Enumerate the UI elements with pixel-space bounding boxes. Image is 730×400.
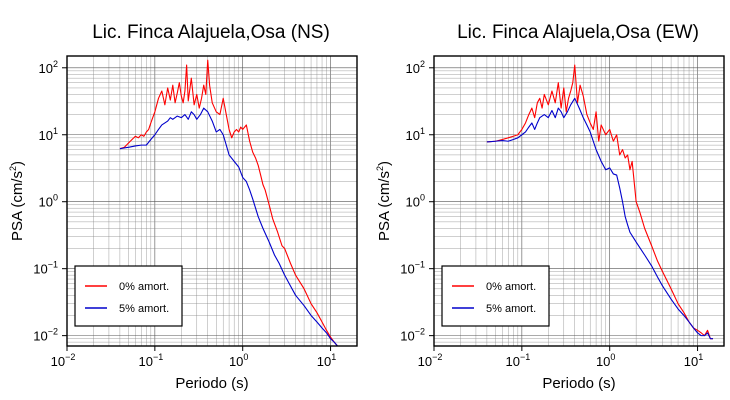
series-line-1 xyxy=(119,107,338,347)
chart-panel-1: 10−2 10−1 100 101 10−2 10−1 100 101 102 Lic. Finc… xyxy=(375,22,725,392)
legend-label-0: 0% amort. xyxy=(119,281,169,293)
y-axis-label: PSA (cm/s2) xyxy=(375,161,393,241)
chart-title: Lic. Finca Alajuela,Osa (NS) xyxy=(92,22,330,43)
legend-label-0: 0% amort. xyxy=(486,281,536,293)
x-tick-label: 10−2 xyxy=(418,352,443,369)
x-tick-label: 101 xyxy=(317,352,336,369)
x-tick-label: 100 xyxy=(596,352,615,369)
series-line-0 xyxy=(119,59,338,347)
y-tick-label: 100 xyxy=(406,193,425,210)
chart-panel-0: 10−2 10−1 100 101 10−2 10−1 100 101 102 Lic. Finc… xyxy=(8,22,358,392)
legend-box xyxy=(74,265,183,327)
y-tick-label: 101 xyxy=(406,126,425,143)
x-tick-label: 10−1 xyxy=(138,352,163,369)
x-tick-label: 100 xyxy=(229,352,248,369)
series-line-0 xyxy=(486,64,714,340)
chart-title: Lic. Finca Alajuela,Osa (EW) xyxy=(457,22,699,43)
legend: 0% amort. 5% amort. xyxy=(441,265,550,327)
plot-frame xyxy=(433,55,725,347)
series-line-1 xyxy=(486,97,714,340)
legend: 0% amort. 5% amort. xyxy=(74,265,183,327)
y-tick-label: 102 xyxy=(406,59,425,76)
legend-label-1: 5% amort. xyxy=(486,303,536,315)
x-tick-label: 10−1 xyxy=(505,352,530,369)
x-tick-label: 101 xyxy=(684,352,703,369)
y-tick-label: 102 xyxy=(39,59,58,76)
y-tick-label: 10−2 xyxy=(33,327,58,344)
x-axis-label: Periodo (s) xyxy=(542,375,615,392)
y-tick-label: 101 xyxy=(39,126,58,143)
y-tick-label: 10−1 xyxy=(400,260,425,277)
x-tick-label: 10−2 xyxy=(51,352,76,369)
grid xyxy=(66,56,358,347)
legend-box xyxy=(441,265,550,327)
y-tick-label: 100 xyxy=(39,193,58,210)
y-axis-label: PSA (cm/s2) xyxy=(8,161,26,241)
plot-frame xyxy=(66,55,358,347)
legend-label-1: 5% amort. xyxy=(119,303,169,315)
y-tick-label: 10−1 xyxy=(33,260,58,277)
y-tick-label: 10−2 xyxy=(400,327,425,344)
x-axis-label: Periodo (s) xyxy=(175,375,248,392)
